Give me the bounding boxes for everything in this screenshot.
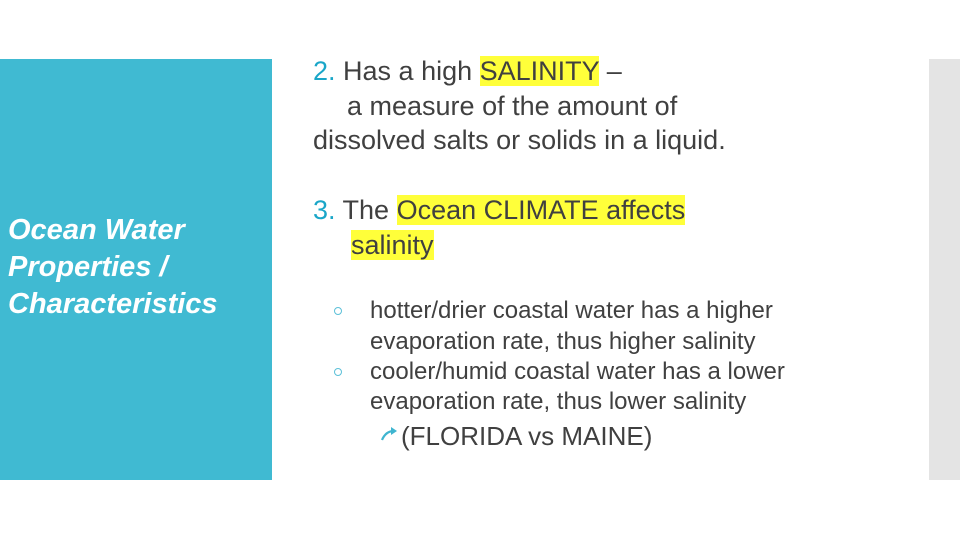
title-line-3: Characteristics [8, 288, 218, 320]
point-3-line-1: 3. The Ocean CLIMATE affects [313, 193, 686, 227]
salinity-highlight: SALINITY [479, 56, 600, 86]
point-3-number: 3. [313, 195, 336, 225]
point-3-text: The [335, 195, 397, 225]
arrow-right-icon [380, 427, 397, 441]
point-2-line-3: dissolved salts or solids in a liquid. [313, 125, 726, 155]
point-2-dash: – [599, 56, 622, 86]
point-2-text: Has a high [335, 56, 480, 86]
point-3-line-2: salinity [351, 228, 434, 262]
bullet-1-line-2: evaporation rate, thus higher salinity [370, 328, 756, 355]
bullet-1-line-1: hotter/drier coastal water has a higher [370, 297, 773, 324]
point-2-number: 2. [313, 56, 336, 86]
title-line-1: Ocean Water [8, 214, 185, 246]
sub-bullet-text: (FLORIDA vs MAINE) [401, 421, 653, 451]
title-line-2: Properties / [8, 251, 168, 283]
point-2-line-2: a measure of the amount of [347, 91, 678, 121]
climate-highlight: Ocean CLIMATE affects [396, 195, 686, 225]
salinity-word-highlight: salinity [351, 230, 434, 260]
bullet-2-line-1: cooler/humid coastal water has a lower [370, 358, 785, 385]
slide-title: Ocean Water Properties / Characteristics [8, 212, 270, 323]
right-edge-bar [929, 59, 960, 480]
bullet-2-line-2: evaporation rate, thus lower salinity [370, 388, 747, 415]
bullet-dot-icon [334, 368, 342, 376]
bullet-dot-icon [334, 307, 342, 315]
sidebar-panel [0, 59, 272, 480]
point-2-line-1: 2. Has a high SALINITY – [313, 54, 622, 88]
